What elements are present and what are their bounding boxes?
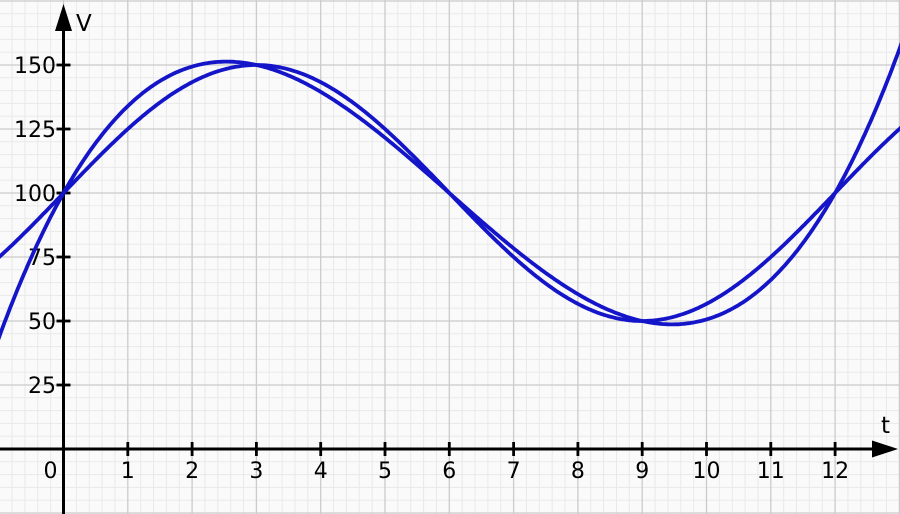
x-tick-label: 12 bbox=[821, 459, 849, 484]
y-tick-label: 125 bbox=[14, 118, 56, 143]
x-tick-label: 9 bbox=[635, 459, 649, 484]
x-tick-label: 8 bbox=[571, 459, 585, 484]
y-axis-label: V bbox=[76, 11, 92, 37]
y-tick-label: 150 bbox=[14, 54, 56, 79]
x-tick-label: 3 bbox=[249, 459, 263, 484]
y-tick-label: 50 bbox=[28, 310, 56, 335]
x-tick-label: 6 bbox=[442, 459, 456, 484]
curve-cubic-approximation bbox=[0, 41, 900, 341]
x-tick-label: 5 bbox=[378, 459, 392, 484]
x-tick-label: 2 bbox=[185, 459, 199, 484]
x-tick-label: 7 bbox=[507, 459, 521, 484]
x-tick-label: 0 bbox=[44, 459, 58, 484]
y-axis-arrowhead bbox=[55, 4, 72, 31]
x-tick-label: 1 bbox=[121, 459, 135, 484]
x-axis-label: t bbox=[881, 413, 890, 439]
x-tick-label: 4 bbox=[314, 459, 328, 484]
axes bbox=[0, 4, 898, 514]
y-tick-label: 25 bbox=[28, 374, 56, 399]
curves bbox=[0, 41, 900, 341]
x-tick-label: 11 bbox=[757, 459, 785, 484]
x-tick-label: 10 bbox=[693, 459, 721, 484]
y-tick-label: 100 bbox=[14, 182, 56, 207]
x-axis-arrowhead bbox=[872, 440, 898, 458]
